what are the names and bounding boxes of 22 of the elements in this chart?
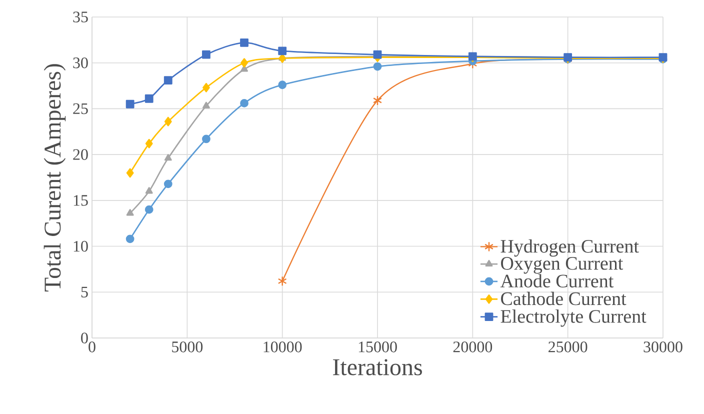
x-tick-label: 30000 xyxy=(644,342,682,352)
y-tick-label: 30 xyxy=(73,57,88,68)
x-tick-label: 0 xyxy=(88,342,96,352)
legend-label: Electrolyte Current xyxy=(500,309,646,327)
x-tick-label: 15000 xyxy=(358,342,397,352)
x-tick-label: 25000 xyxy=(548,342,588,352)
legend-label: Cathode Current xyxy=(501,292,626,306)
y-tick-label: 15 xyxy=(74,195,88,206)
y-tick-label: 35 xyxy=(73,12,88,22)
y-tick-label: 10 xyxy=(74,240,88,252)
legend-label: Oxygen Current xyxy=(501,257,624,274)
y-tick-label: 5 xyxy=(81,286,88,298)
y-tick-label: 25 xyxy=(73,103,88,114)
legend-label: Anode Current xyxy=(500,274,614,288)
x-tick-label: 20000 xyxy=(453,342,492,352)
y-tick-label: 0 xyxy=(81,332,88,344)
x-axis-title: Iterations xyxy=(333,359,422,376)
legend-label: Hydrogen Current xyxy=(500,239,639,257)
x-tick-label: 5000 xyxy=(172,342,203,352)
y-axis-title: Total Curent (Amperes) xyxy=(44,64,66,292)
y-tick-label: 20 xyxy=(73,149,88,160)
x-tick-label: 10000 xyxy=(264,342,302,352)
